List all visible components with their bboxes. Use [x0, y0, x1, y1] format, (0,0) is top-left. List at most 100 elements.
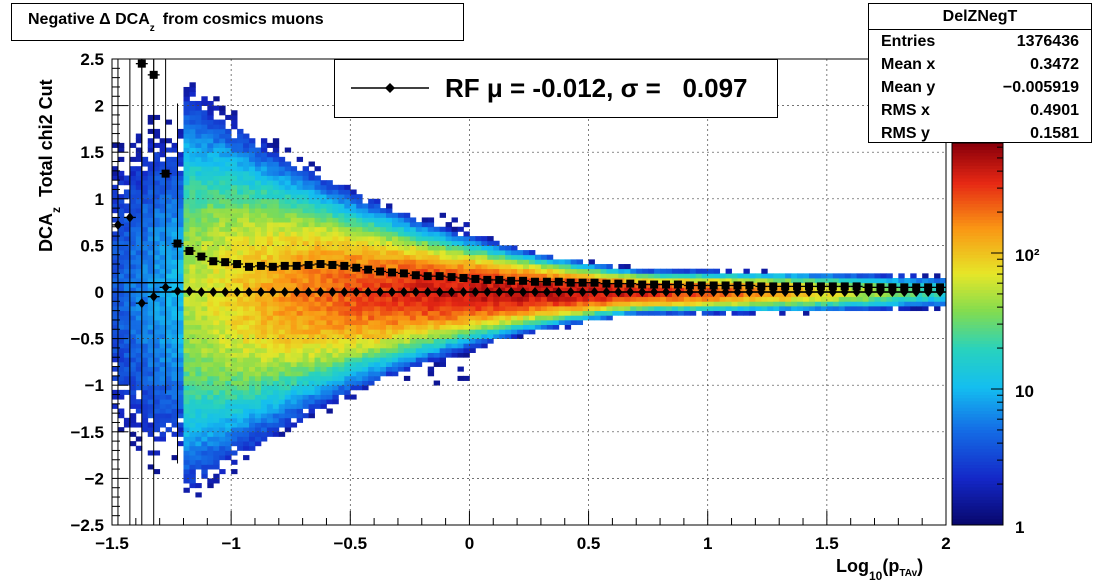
heatmap-bin [183, 124, 190, 130]
heatmap-bin [844, 273, 852, 279]
heatmap-bin [225, 385, 232, 391]
heatmap-bin [308, 413, 315, 419]
palette-swatch [952, 515, 1003, 520]
heatmap-bin [189, 478, 196, 484]
heatmap-bin [243, 366, 250, 372]
heatmap-bin [266, 319, 274, 326]
heatmap-bin [886, 296, 893, 302]
heatmap-bin [463, 222, 470, 228]
heatmap-bin [940, 278, 947, 284]
heatmap-bin [624, 310, 631, 316]
heatmap-bin [302, 268, 309, 274]
heatmap-bin [159, 375, 167, 381]
heatmap-bin [195, 212, 202, 218]
heatmap-bin [278, 324, 286, 330]
heatmap-bin [350, 203, 357, 209]
heatmap-bin [606, 301, 613, 307]
heatmap-bin [856, 296, 863, 302]
heatmap-bin [534, 315, 542, 321]
heatmap-bin [171, 422, 178, 428]
mean-point [268, 262, 277, 271]
heatmap-bin [219, 133, 226, 139]
heatmap-bin [231, 469, 238, 475]
heatmap-bin [296, 156, 304, 162]
heatmap-bin [225, 142, 232, 148]
heatmap-bin [350, 324, 357, 330]
heatmap-bin [421, 352, 429, 358]
heatmap-bin [374, 259, 381, 265]
heatmap-bin [409, 361, 417, 367]
heatmap-bin [243, 394, 250, 400]
heatmap-bin [677, 292, 685, 298]
heatmap-bin [219, 142, 226, 148]
heatmap-bin [207, 100, 214, 106]
heatmap-bin [290, 352, 298, 358]
heatmap-bin [278, 231, 286, 237]
heatmap-bin [427, 333, 435, 339]
heatmap-bin [606, 292, 613, 298]
heatmap-bin [415, 333, 423, 339]
heatmap-bin [445, 254, 452, 260]
heatmap-bin [356, 296, 363, 302]
heatmap-bin [582, 292, 589, 298]
heatmap-bin [666, 305, 673, 312]
heatmap-bin [177, 347, 184, 353]
heatmap-bin [415, 343, 423, 349]
heatmap-bin [576, 264, 584, 270]
heatmap-bin [153, 357, 161, 363]
heatmap-bin [582, 273, 589, 279]
heatmap-bin [636, 268, 643, 274]
y-tick-label: −0.5 [70, 330, 104, 349]
heatmap-bin [391, 287, 399, 293]
heatmap-bin [207, 394, 214, 400]
heatmap-bin [135, 152, 143, 158]
heatmap-bin [129, 319, 137, 326]
heatmap-bin [469, 282, 476, 288]
heatmap-bin [195, 166, 202, 172]
heatmap-bin [207, 142, 214, 148]
heatmap-bin [463, 240, 470, 246]
heatmap-bin [594, 310, 601, 316]
heatmap-bin [314, 203, 321, 209]
heatmap-bin [147, 240, 155, 246]
heatmap-bin [195, 194, 202, 200]
heatmap-bin [433, 380, 441, 386]
heatmap-bin [177, 352, 184, 358]
heatmap-bin [463, 319, 470, 326]
heatmap-bin [171, 394, 178, 400]
heatmap-bin [338, 278, 345, 284]
heatmap-bin [135, 343, 143, 349]
heatmap-bin [463, 324, 470, 330]
heatmap-bin [594, 305, 601, 312]
heatmap-bin [117, 147, 125, 153]
heatmap-bin [183, 198, 190, 204]
heatmap-bin [159, 166, 167, 172]
heatmap-bin [457, 343, 464, 349]
mean-point [804, 282, 813, 291]
heatmap-bin [356, 357, 363, 363]
heatmap-bin [529, 305, 536, 312]
heatmap-bin [153, 231, 161, 237]
heatmap-bin [397, 361, 405, 367]
heatmap-bin [213, 292, 220, 298]
heatmap-bin [219, 436, 226, 442]
heatmap-bin [165, 292, 172, 298]
heatmap-bin [117, 212, 125, 218]
heatmap-bin [195, 114, 202, 120]
heatmap-bin [165, 343, 172, 349]
heatmap-bin [689, 292, 697, 298]
heatmap-bin [254, 245, 262, 251]
heatmap-bin [374, 231, 381, 237]
heatmap-bin [344, 236, 351, 242]
heatmap-bin [838, 273, 846, 279]
heatmap-bin [469, 333, 476, 339]
heatmap-bin [308, 184, 315, 190]
palette-swatch [952, 318, 1003, 322]
heatmap-bin [791, 273, 798, 279]
heatmap-bin [243, 445, 250, 451]
heatmap-bin [141, 385, 149, 391]
heatmap-bin [475, 333, 482, 339]
heatmap-bin [302, 175, 309, 181]
palette-swatch [952, 155, 1003, 160]
heatmap-bin [374, 222, 381, 228]
